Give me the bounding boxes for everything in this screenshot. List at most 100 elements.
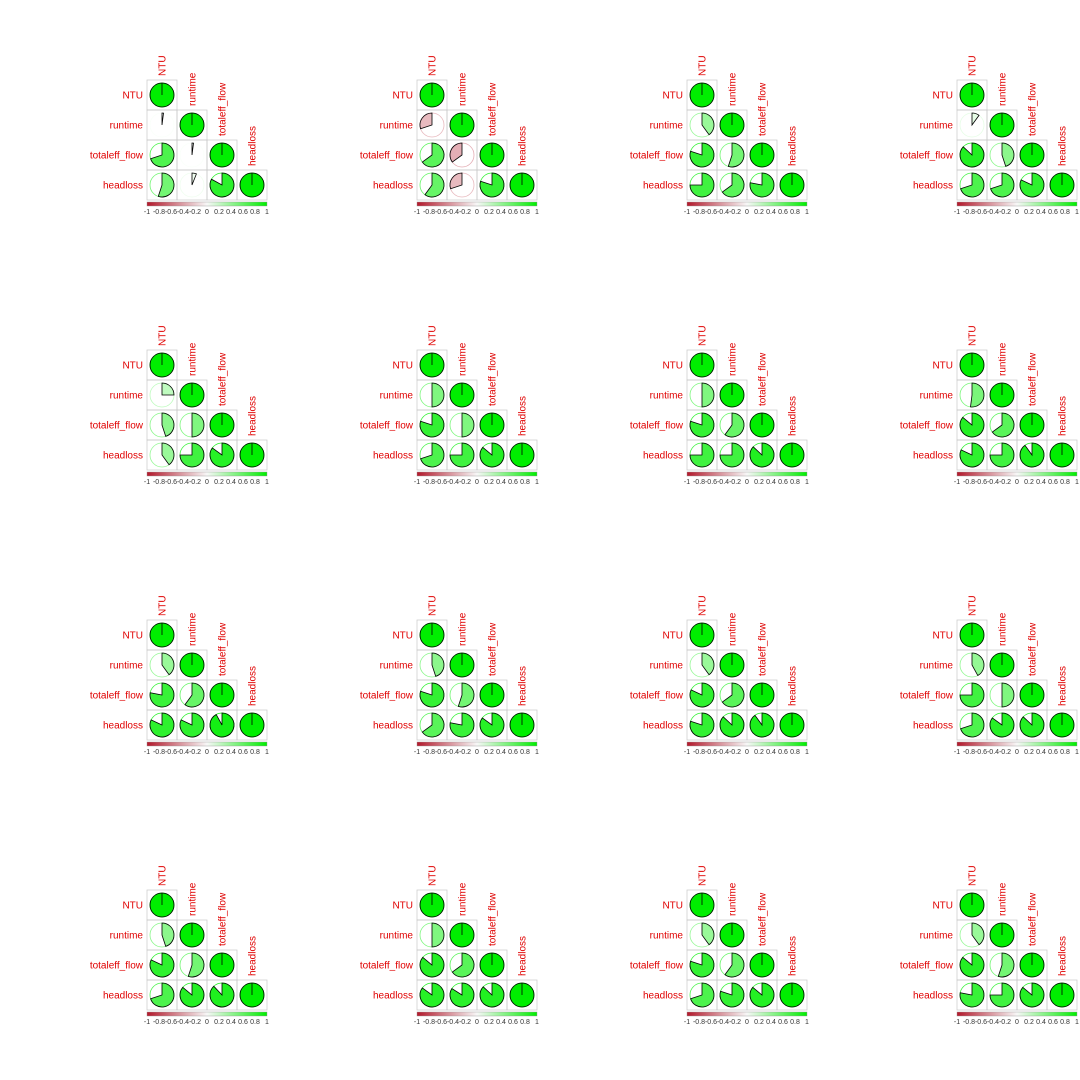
colorbar-tick-label: 1 — [1075, 479, 1079, 486]
colorbar-tick-label: -0.4 — [177, 479, 189, 486]
colorbar-tick-label: 0.6 — [778, 479, 788, 486]
pie-wedge — [727, 142, 745, 168]
row-label: headloss — [103, 451, 143, 462]
colorbar-tick-label: 1 — [805, 209, 809, 216]
pie-wedge — [419, 682, 445, 708]
colorbar-tick-label: -0.8 — [963, 749, 975, 756]
pie-wedge — [701, 382, 715, 408]
colorbar — [956, 741, 1078, 747]
colorbar-tick-label: -0.4 — [987, 749, 999, 756]
pie-wedge — [689, 442, 715, 468]
col-label: runtime — [458, 882, 469, 916]
row-label: runtime — [110, 121, 144, 132]
col-label: headloss — [788, 936, 799, 976]
colorbar-tick-label: -0.6 — [165, 209, 177, 216]
row-label: NTU — [932, 361, 953, 372]
row-label: totaleff_flow — [900, 691, 954, 702]
pie-wedge — [449, 172, 463, 190]
col-label: totaleff_flow — [218, 82, 229, 136]
col-label: headloss — [518, 396, 529, 436]
cell-box — [506, 439, 538, 471]
colorbar-tick-label: 0.8 — [790, 479, 800, 486]
cell-box — [1046, 979, 1078, 1011]
row-label: headloss — [913, 721, 953, 732]
colorbar-tick-label: 0.4 — [226, 1019, 236, 1026]
cell-box — [236, 439, 268, 471]
row-label: runtime — [650, 931, 684, 942]
colorbar-tick-label: 0 — [205, 749, 209, 756]
colorbar-tick-label: -0.6 — [975, 749, 987, 756]
colorbar-tick-label: 0.2 — [214, 749, 224, 756]
row-label: NTU — [122, 631, 143, 642]
pie-wedge — [997, 952, 1015, 978]
row-label: totaleff_flow — [90, 691, 144, 702]
pie-wedge — [419, 952, 445, 978]
col-label: NTU — [968, 595, 979, 616]
colorbar-tick-label: 0.6 — [1048, 209, 1058, 216]
colorbar-tick-label: -0.6 — [435, 479, 447, 486]
colorbar-tick-label: -0.4 — [987, 1019, 999, 1026]
colorbar-tick-label: -1 — [954, 479, 960, 486]
col-label: headloss — [248, 396, 259, 436]
colorbar-tick-label: 0.8 — [520, 479, 530, 486]
colorbar-tick-label: 0.8 — [790, 1019, 800, 1026]
colorbar-tick-label: 0.6 — [1048, 479, 1058, 486]
row-label: totaleff_flow — [630, 961, 684, 972]
row-label: headloss — [643, 181, 683, 192]
row-label: headloss — [913, 451, 953, 462]
colorbar-tick-label: -1 — [684, 749, 690, 756]
colorbar — [416, 1011, 538, 1017]
col-label: totaleff_flow — [218, 352, 229, 406]
row-label: NTU — [392, 91, 413, 102]
col-label: totaleff_flow — [1028, 352, 1039, 406]
colorbar-tick-label: 0.8 — [250, 209, 260, 216]
row-label: headloss — [643, 721, 683, 732]
colorbar-tick-label: 0.4 — [766, 209, 776, 216]
row-label: totaleff_flow — [630, 421, 684, 432]
col-label: runtime — [998, 72, 1009, 106]
colorbar-tick-label: 0.6 — [508, 479, 518, 486]
col-label: NTU — [698, 595, 709, 616]
colorbar-tick-label: -0.4 — [447, 209, 459, 216]
pie-wedge — [959, 982, 985, 1008]
pie-wedge — [960, 712, 985, 738]
colorbar-tick-label: 1 — [805, 1019, 809, 1026]
colorbar-tick-label: 0.4 — [766, 1019, 776, 1026]
colorbar-tick-label: -0.4 — [717, 209, 729, 216]
colorbar-tick-label: -0.8 — [693, 209, 705, 216]
corr-panel-8: NTU runtime totaleff_flow headloss NTU runtim… — [900, 325, 1079, 486]
col-label: headloss — [788, 126, 799, 166]
colorbar-tick-label: -0.4 — [717, 1019, 729, 1026]
corr-panel-7: NTU runtime totaleff_flow headloss NTU runtim… — [630, 325, 809, 486]
colorbar-tick-label: -0.2 — [189, 209, 201, 216]
cell-box — [506, 979, 538, 1011]
col-label: totaleff_flow — [488, 892, 499, 946]
pie-wedge — [149, 682, 175, 708]
colorbar-tick-label: -0.8 — [423, 749, 435, 756]
colorbar-tick-label: -0.8 — [963, 209, 975, 216]
row-label: runtime — [380, 391, 414, 402]
col-label: totaleff_flow — [758, 352, 769, 406]
row-label: totaleff_flow — [90, 421, 144, 432]
colorbar — [146, 201, 268, 207]
pie-wedge — [209, 712, 235, 738]
colorbar-tick-label: -0.6 — [705, 479, 717, 486]
row-label: headloss — [373, 991, 413, 1002]
row-label: runtime — [380, 121, 414, 132]
colorbar-tick-label: -0.2 — [459, 479, 471, 486]
colorbar-tick-label: 0 — [745, 209, 749, 216]
colorbar-tick-label: 0 — [205, 479, 209, 486]
colorbar-tick-label: -0.2 — [189, 1019, 201, 1026]
pie-wedge — [420, 442, 445, 468]
row-label: headloss — [103, 721, 143, 732]
colorbar-tick-label: 1 — [535, 209, 539, 216]
pie-wedge — [451, 952, 475, 978]
pie-wedge — [161, 652, 175, 676]
colorbar-tick-label: 0.6 — [778, 209, 788, 216]
colorbar-tick-label: -0.4 — [717, 479, 729, 486]
colorbar-tick-label: 0 — [205, 209, 209, 216]
pie-wedge — [449, 142, 463, 163]
colorbar — [146, 471, 268, 477]
pie-wedge — [701, 112, 715, 136]
col-label: headloss — [248, 126, 259, 166]
